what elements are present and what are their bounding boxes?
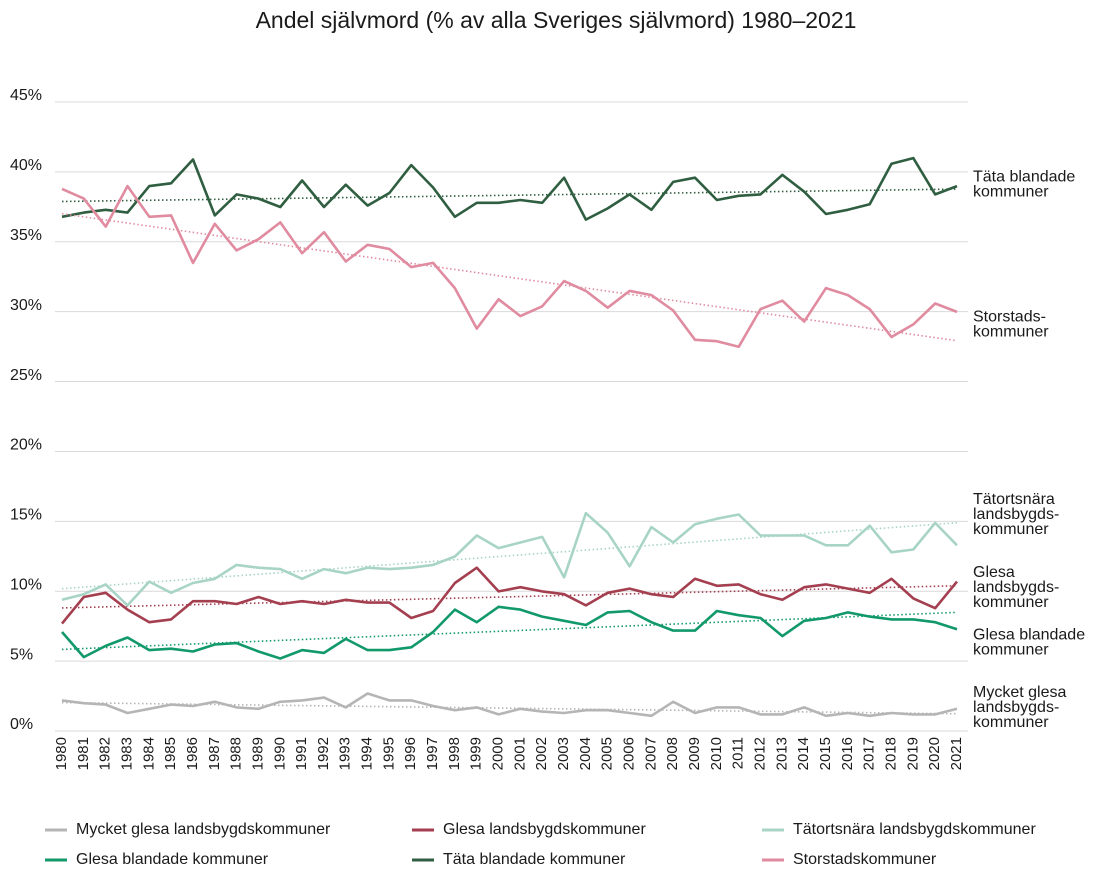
x-tick-label: 1984: [140, 737, 157, 770]
trend-line: [61, 611, 958, 651]
x-tick-label: 1989: [249, 737, 266, 770]
series-line: [61, 156, 958, 221]
x-tick-label: 2003: [555, 737, 572, 770]
y-tick-label: 10%: [10, 576, 42, 593]
series-line: [61, 184, 958, 349]
x-tick-label: 1993: [337, 737, 354, 770]
x-tick-label: 2021: [948, 737, 965, 770]
x-tick-label: 1983: [118, 737, 135, 770]
x-tick-label: 2015: [817, 737, 834, 770]
end-label-line: kommuner: [973, 594, 1049, 611]
trend-line: [61, 188, 958, 203]
x-tick-label: 2001: [511, 737, 528, 770]
x-tick-label: 1985: [162, 737, 179, 770]
x-tick-label: 2017: [861, 737, 878, 770]
end-label-line: kommuner: [973, 642, 1049, 659]
x-tick-label: 2016: [839, 737, 856, 770]
end-label-line: landsbygds-: [973, 699, 1059, 716]
x-tick-label: 1987: [206, 737, 223, 770]
x-tick-label: 1997: [424, 737, 441, 770]
x-tick-label: 2008: [664, 737, 681, 770]
x-tick-label: 1991: [293, 737, 310, 770]
end-label-line: Täta blandade: [973, 169, 1075, 186]
trend-line: [61, 212, 958, 342]
legend-label: Glesa blandade kommuner: [76, 851, 269, 868]
trend-line: [61, 584, 958, 609]
end-label-line: Glesa blandade: [973, 627, 1085, 644]
end-label-line: kommuner: [973, 714, 1049, 731]
series-line: [61, 605, 958, 660]
x-tick-label: 1998: [446, 737, 463, 770]
end-label-line: Tätortsnära: [973, 491, 1055, 508]
legend-label: Mycket glesa landsbygdskommuner: [76, 821, 331, 838]
x-tick-label: 2020: [926, 737, 943, 770]
x-tick-label: 1982: [97, 737, 114, 770]
y-tick-label: 40%: [10, 157, 42, 174]
end-label-line: landsbygds-: [973, 506, 1059, 523]
chart-title: Andel självmord (% av alla Sveriges själ…: [256, 7, 857, 33]
x-tick-label: 1996: [402, 737, 419, 770]
end-label: Glesa landsbygds-kommuner: [973, 564, 1059, 611]
end-label: Glesa blandade kommuner: [973, 627, 1085, 659]
end-label-line: kommuner: [973, 184, 1049, 201]
end-label: Storstads-kommuner: [973, 309, 1049, 341]
x-tick-label: 2012: [752, 737, 769, 770]
y-tick-label: 45%: [10, 87, 42, 104]
x-tick-label: 2009: [686, 737, 703, 770]
end-label: Täta blandade kommuner: [973, 169, 1075, 201]
legend-label: Tätortsnära landsbygdskommuner: [793, 821, 1036, 838]
end-label-line: Mycket glesa: [973, 684, 1066, 701]
x-tick-label: 2006: [621, 737, 638, 770]
end-label: Mycket glesa landsbygds-kommuner: [973, 684, 1066, 731]
trend-line: [61, 521, 958, 590]
x-tick-label: 1986: [184, 737, 201, 770]
x-tick-label: 2004: [577, 737, 594, 770]
x-tick-label: 1994: [359, 737, 376, 770]
x-tick-label: 1980: [53, 737, 70, 770]
x-tick-label: 2011: [730, 737, 747, 769]
y-tick-label: 0%: [10, 716, 33, 733]
trend-line: [61, 701, 958, 715]
y-tick-label: 25%: [10, 367, 42, 384]
y-tick-label: 30%: [10, 297, 42, 314]
end-label-line: Storstads-: [973, 309, 1046, 326]
x-tick-label: 2000: [490, 737, 507, 770]
series-line: [61, 692, 958, 718]
x-tick-label: 1999: [468, 737, 485, 770]
x-tick-label: 2013: [773, 737, 790, 770]
y-tick-label: 20%: [10, 437, 42, 454]
y-tick-label: 35%: [10, 227, 42, 244]
end-label-line: kommuner: [973, 324, 1049, 341]
legend-label: Storstadskommuner: [793, 851, 937, 868]
x-tick-label: 2005: [599, 737, 616, 770]
x-tick-label: 1981: [75, 737, 92, 770]
end-label: Tätortsnära landsbygds-kommuner: [973, 491, 1059, 538]
x-tick-label: 1992: [315, 737, 332, 770]
x-tick-label: 2002: [533, 737, 550, 770]
end-label-line: Glesa: [973, 564, 1015, 581]
x-tick-label: 2019: [904, 737, 921, 770]
end-label-line: landsbygds-: [973, 579, 1059, 596]
series-line: [60, 566, 959, 625]
x-tick-label: 2007: [642, 737, 659, 770]
x-tick-label: 2018: [882, 737, 899, 770]
x-tick-label: 2010: [708, 737, 725, 770]
end-label-line: kommuner: [973, 521, 1049, 538]
y-tick-label: 15%: [10, 507, 42, 524]
y-tick-label: 5%: [10, 646, 33, 663]
x-tick-label: 1995: [380, 737, 397, 770]
x-tick-label: 2014: [795, 737, 812, 770]
series-line: [61, 511, 958, 607]
x-tick-label: 1990: [271, 737, 288, 770]
legend-label: Täta blandade kommuner: [443, 851, 626, 868]
x-tick-label: 1988: [228, 737, 245, 770]
legend-label: Glesa landsbygdskommuner: [443, 821, 646, 838]
